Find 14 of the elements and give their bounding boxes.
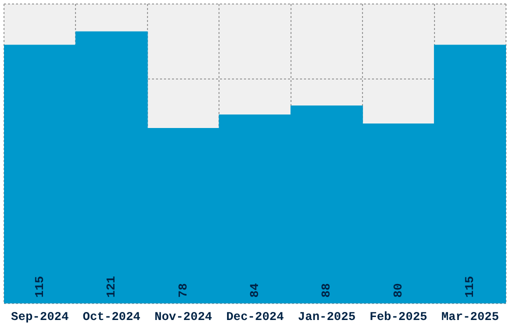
data-label: 88 [320,283,334,298]
data-label: 121 [104,276,119,298]
data-label: 78 [176,283,190,298]
data-label: 84 [248,283,262,298]
data-label: 115 [463,276,478,298]
x-tick-label: Feb-2025 [370,310,428,324]
data-label: 80 [391,283,406,298]
x-tick-label: Jan-2025 [298,310,356,324]
x-tick-label: Sep-2024 [11,310,69,324]
x-tick-label: Dec-2024 [226,310,284,324]
x-tick-label: Mar-2025 [441,310,499,324]
data-label: 115 [32,276,47,298]
x-tick-label: Oct-2024 [82,310,140,324]
x-tick-label: Nov-2024 [154,310,212,324]
